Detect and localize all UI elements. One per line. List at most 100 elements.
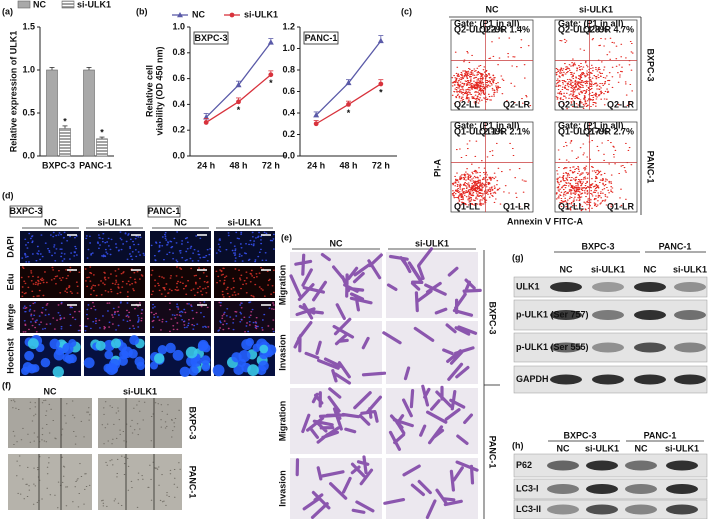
row-label: PANC-1 bbox=[488, 436, 498, 469]
marker bbox=[268, 72, 274, 78]
lane-label: NC bbox=[644, 264, 657, 274]
quadrant-label: Q1-UR 2.1% bbox=[479, 126, 530, 136]
cell-nucleus bbox=[157, 345, 168, 355]
blot-band bbox=[592, 282, 624, 292]
cell-nuclei bbox=[217, 301, 275, 333]
column-header: si-ULK1 bbox=[227, 217, 261, 227]
flow-plot bbox=[450, 19, 534, 111]
cell-nucleus bbox=[83, 357, 95, 369]
column-header: si-ULK1 bbox=[97, 217, 131, 227]
column-header: si-ULK1 bbox=[415, 238, 449, 248]
x-tick-label: BXPC-3 bbox=[42, 160, 75, 170]
cell-nuclei bbox=[150, 266, 209, 297]
blot-band bbox=[586, 504, 618, 515]
lane-label: si-ULK1 bbox=[665, 443, 699, 453]
flow-plot bbox=[450, 121, 534, 213]
legend-swatch bbox=[17, 0, 31, 9]
legend-label: NC bbox=[33, 0, 46, 9]
marker bbox=[313, 111, 320, 118]
panel-letter: (g) bbox=[512, 252, 524, 262]
cell-nucleus bbox=[201, 363, 211, 372]
group-label: PANC-1 bbox=[148, 206, 181, 216]
quadrant-label: Q1-LL bbox=[454, 201, 481, 211]
blot-band bbox=[592, 374, 624, 385]
cell-nuclei bbox=[22, 301, 80, 332]
quadrant-label: Q1-UL 2.1% bbox=[454, 126, 504, 136]
cell-nucleus bbox=[27, 338, 39, 350]
row-label: Migration bbox=[277, 401, 287, 442]
blot-band bbox=[547, 504, 579, 515]
quadrant-label: Q2-UL 1.8% bbox=[558, 24, 608, 34]
bar bbox=[46, 69, 58, 157]
row-label: Merge bbox=[5, 304, 15, 331]
y-tick-label: 0.2 bbox=[282, 129, 295, 139]
cells bbox=[383, 460, 479, 519]
quadrant-label: Q1-UR 2.7% bbox=[583, 126, 634, 136]
cell-nuclei bbox=[218, 301, 275, 333]
flow-events bbox=[555, 139, 633, 212]
marker bbox=[378, 81, 384, 87]
legend-label: NC bbox=[192, 9, 205, 19]
cell-nucleus bbox=[52, 366, 64, 378]
bar bbox=[96, 138, 108, 157]
speckle bbox=[101, 455, 181, 508]
micrograph bbox=[8, 454, 92, 510]
blot-band bbox=[634, 374, 666, 385]
cell-nuclei bbox=[84, 301, 143, 332]
cell-nucleus bbox=[259, 344, 269, 354]
cell-nucleus bbox=[55, 347, 64, 356]
inset-box bbox=[303, 31, 339, 45]
cell-nucleus bbox=[247, 364, 259, 376]
row-label: Hoechst bbox=[5, 338, 15, 374]
blot-strip bbox=[513, 276, 708, 298]
y-tick-label: 0.8 bbox=[282, 64, 295, 74]
panel-letter: (c) bbox=[401, 6, 412, 16]
quadrant-label: Q1-LL bbox=[558, 201, 585, 211]
significance: * bbox=[63, 116, 67, 126]
axis-label: PI-A bbox=[432, 158, 442, 177]
quadrant-label: Q2-LL bbox=[454, 99, 481, 109]
legend-marker bbox=[177, 12, 183, 18]
y-tick-label: 0.0 bbox=[22, 150, 35, 160]
micrograph bbox=[98, 398, 182, 448]
quadrant-label: Q2-LL bbox=[558, 99, 585, 109]
row-label: p-ULK1 (Ser 757) bbox=[516, 309, 589, 319]
row-label: ULK1 bbox=[516, 281, 540, 291]
cell-nucleus bbox=[136, 361, 145, 371]
marker bbox=[235, 81, 242, 88]
blot-band bbox=[592, 342, 624, 353]
group-box bbox=[9, 205, 43, 218]
cells bbox=[295, 455, 375, 519]
x-tick-label: 24 h bbox=[307, 160, 325, 170]
column-header: NC bbox=[44, 386, 57, 396]
significance: * bbox=[269, 78, 273, 88]
y-axis-label: viability (OD 450 nm) bbox=[154, 46, 164, 135]
lane-label: si-ULK1 bbox=[585, 443, 619, 453]
micrograph bbox=[386, 252, 478, 318]
group-label: PANC-1 bbox=[644, 430, 677, 440]
y-tick-label: 0.4 bbox=[172, 99, 185, 109]
significance: * bbox=[347, 108, 351, 118]
row-label: Migration bbox=[277, 265, 287, 306]
cell-nucleus bbox=[245, 338, 254, 347]
cell-nucleus bbox=[119, 350, 129, 360]
blot-band bbox=[634, 282, 666, 292]
row-label: Invasion bbox=[277, 470, 287, 507]
group-label: PANC-1 bbox=[659, 241, 692, 251]
marker bbox=[346, 102, 351, 107]
cell-nucleus bbox=[129, 335, 140, 346]
lane-label: si-ULK1 bbox=[591, 264, 625, 274]
panel-letter: (e) bbox=[281, 232, 292, 242]
row-label: DAPI bbox=[5, 236, 15, 258]
quadrant-label: Q1-UL 2.7% bbox=[558, 126, 608, 136]
cell-nuclei bbox=[152, 301, 207, 330]
blot-band bbox=[550, 374, 582, 385]
inset-title: PANC-1 bbox=[305, 33, 338, 43]
bar bbox=[83, 69, 95, 157]
blot-band bbox=[666, 484, 698, 494]
cells bbox=[301, 387, 382, 444]
flow-plot bbox=[554, 121, 638, 213]
gate-label: Gate: (P1 in all) bbox=[454, 120, 520, 130]
group-box bbox=[147, 205, 181, 218]
